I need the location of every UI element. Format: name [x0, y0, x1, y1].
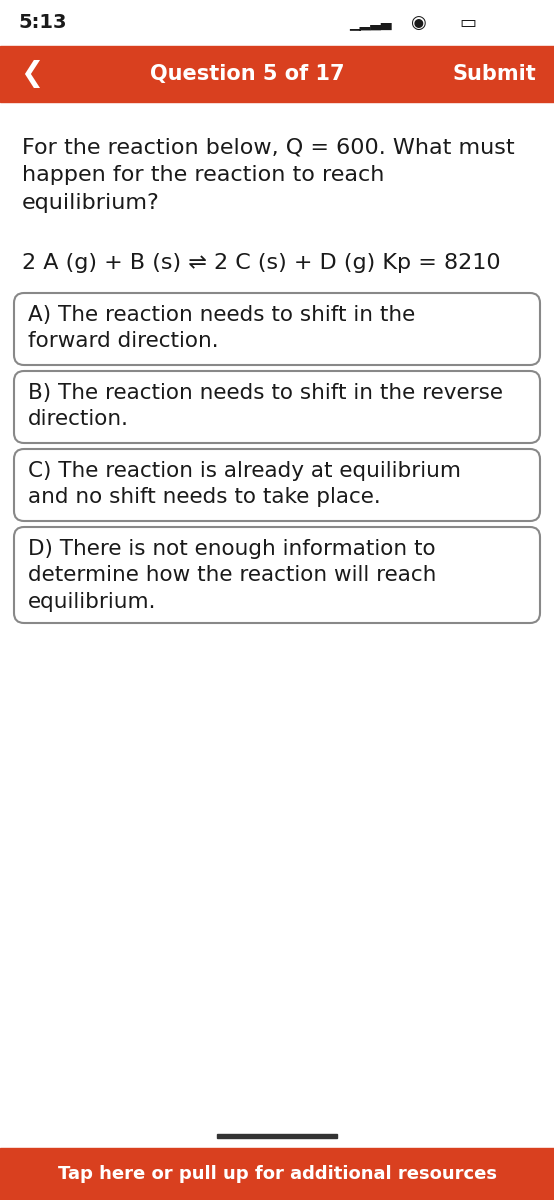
FancyBboxPatch shape: [14, 293, 540, 365]
Text: Submit: Submit: [452, 64, 536, 84]
Text: Question 5 of 17: Question 5 of 17: [150, 64, 344, 84]
Bar: [217, 1134, 337, 1138]
Bar: [0, 1148, 554, 1200]
Text: 2 A (g) + B (s) ⇌ 2 C (s) + D (g) Kp = 8210: 2 A (g) + B (s) ⇌ 2 C (s) + D (g) Kp = 8…: [22, 253, 501, 272]
FancyBboxPatch shape: [14, 449, 540, 521]
Text: Tap here or pull up for additional resources: Tap here or pull up for additional resou…: [58, 1165, 496, 1183]
Text: ▁▂▃▄: ▁▂▃▄: [349, 16, 392, 30]
Bar: [0, 0, 554, 46]
Text: D) There is not enough information to
determine how the reaction will reach
equi: D) There is not enough information to de…: [28, 539, 437, 612]
Text: ❮: ❮: [20, 60, 43, 88]
Bar: [0, 46, 554, 102]
Text: happen for the reaction to reach: happen for the reaction to reach: [22, 164, 384, 185]
Text: ▭: ▭: [460, 14, 477, 32]
Text: A) The reaction needs to shift in the
forward direction.: A) The reaction needs to shift in the fo…: [28, 305, 416, 352]
FancyBboxPatch shape: [14, 371, 540, 443]
Text: B) The reaction needs to shift in the reverse
direction.: B) The reaction needs to shift in the re…: [28, 383, 503, 430]
Text: For the reaction below, Q = 600. What must: For the reaction below, Q = 600. What mu…: [22, 137, 515, 157]
Text: 5:13: 5:13: [18, 13, 66, 32]
Text: C) The reaction is already at equilibrium
and no shift needs to take place.: C) The reaction is already at equilibriu…: [28, 461, 461, 508]
Text: ◉: ◉: [410, 14, 425, 32]
FancyBboxPatch shape: [14, 527, 540, 623]
Text: equilibrium?: equilibrium?: [22, 193, 160, 214]
